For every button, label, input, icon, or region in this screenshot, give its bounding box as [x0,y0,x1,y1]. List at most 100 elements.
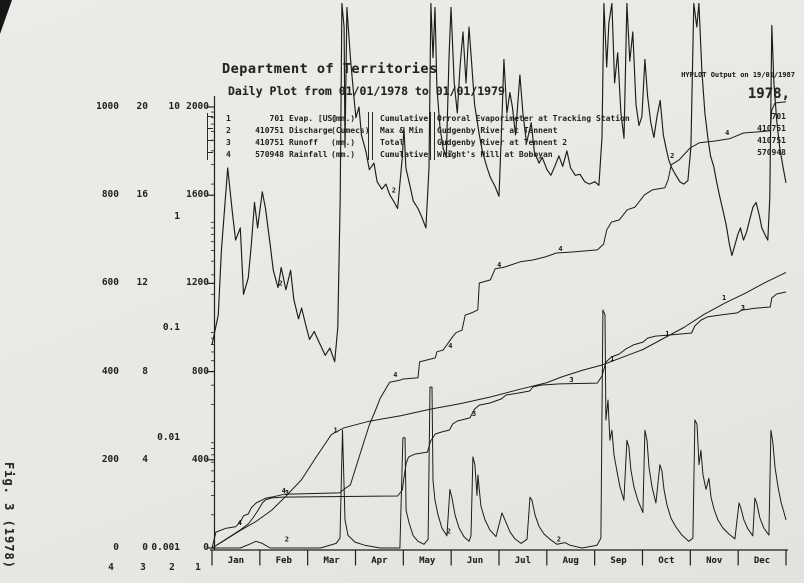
legend-station-id: 701 [269,114,284,123]
month-label: Jan [227,556,245,566]
y-tick-label: 0 [113,542,119,553]
legend-bracket [207,113,208,160]
y-tick-label: 1600 [186,189,209,200]
legend-unit: (mm.) [331,114,356,123]
curve-evap [211,271,787,549]
legend-statistic: Cumulative [380,150,429,159]
legend-bracket-tick [207,116,213,117]
legend: 1 701 Evap. [US] (mm.) Cumulative Orrora… [216,111,791,161]
legend-station-id: 410751 [255,126,284,135]
legend-station-id-right: 570948 [757,148,786,157]
output-note: HYPLOT Output on 19/01/1987 [681,71,795,79]
legend-station-numbers-right: 701 410751 410751 570948 [740,111,786,159]
y-tick-label: 1000 [96,101,119,112]
curve-number-marker: 4 [558,245,562,253]
curve-number-marker: 4 [448,342,452,350]
y-tick-label: 1 [174,211,180,222]
y-tick-label: 400 [191,454,209,465]
y-tick-label: 4 [142,454,148,465]
month-label: Jun [466,556,484,566]
legend-parameter: Evap. [US] [289,114,338,123]
legend-separator [368,112,369,160]
month-label: Jul [514,556,532,566]
curve-number-marker: 2 [670,152,674,160]
month-label: May [419,556,436,566]
curve-number-marker: 2 [448,149,452,157]
plot-subtitle: Daily Plot from 01/01/1978 to 01/01/1979 [228,84,505,98]
legend-curve-number: 1 [226,114,231,123]
curve-number-marker: 3 [569,376,573,384]
legend-statistic: Max & Min [380,126,424,135]
legend-parameter: Rainfall [289,150,328,159]
curve-number-marker: 2 [447,527,451,535]
y-tick-label: 8 [142,366,148,377]
legend-separator [430,112,431,160]
month-label: Aug [562,556,579,566]
axis-id-label: 2 [169,562,175,573]
curve-runoff [211,291,787,549]
legend-separator [433,112,435,160]
y-tick-label: 0 [203,542,209,553]
legend-row: 1 701 Evap. [US] (mm.) Cumulative Orrora… [216,113,791,125]
legend-site-name: Gudgenby River at Tennent 2 [437,138,568,147]
legend-separator [371,112,373,160]
month-label: Apr [371,556,388,566]
curve-number-marker: 4 [393,371,397,379]
y-tick-label: 10 [168,101,180,112]
y-tick-label: 0.01 [157,432,180,443]
legend-statistic: Total [380,138,405,147]
legend-station-id: 410751 [255,138,284,147]
y-tick-label: 600 [101,277,119,288]
month-label: Oct [658,556,675,566]
legend-parameter: Runoff [289,138,318,147]
legend-unit: (mm.) [331,138,356,147]
month-label: Nov [706,556,723,566]
page-title: Department of Territories [222,61,438,77]
legend-station-id-right: 410751 [757,124,786,133]
legend-unit: (mm.) [331,150,356,159]
y-tick-label: 0.1 [162,322,180,333]
legend-site-name: Wright's Hill at Boboyan [437,150,553,159]
legend-parameter: Discharge [289,126,333,135]
curve-number-marker: 1 [334,426,338,434]
legend-site-name: Gudgenby River at Tennent [437,126,558,135]
legend-unit: (Cumecs) [331,126,370,135]
legend-site-name: Orroral Evaporimeter at Tracking Station [437,114,630,123]
legend-statistic: Cumulative [380,114,429,123]
x-axis-months: Jan Feb Mar Apr May Jun Jul Aug Sep Oct … [212,556,786,566]
curve-number-marker: 3 [741,304,745,312]
y-tick-label: 0.001 [151,542,180,553]
curve-number-marker: 2 [285,535,289,543]
axis-id-label: 1 [195,562,201,573]
curve-number-marker: 2 [392,187,396,195]
curve-number-marker: 4 [725,129,729,137]
y-tick-label: 2000 [186,101,209,112]
y-tick-label: 400 [101,366,119,377]
legend-row: 4 570948 Rainfall (mm.) Cumulative Wrigh… [216,149,791,161]
y-tick-label: 800 [101,189,119,200]
curve-discharge-min [212,309,787,549]
curve-number-marker: 1 [722,294,726,302]
axis-id-label: 4 [108,562,114,573]
legend-curve-number: 4 [226,150,231,159]
curve-rainfall [211,101,787,549]
y-tick-label: 800 [191,366,209,377]
axis-id-label: 3 [140,562,146,573]
month-label: Dec [753,556,771,566]
curve-number-marker: 2 [279,280,283,288]
curve-number-marker: 1 [665,330,669,338]
legend-station-id-right: 410751 [757,136,786,145]
y-tick-label: 1200 [186,277,209,288]
curve-number-marker: 3 [472,410,476,418]
figure-caption: Fig. 3 (1978) [2,462,16,569]
month-label: Sep [610,556,627,566]
legend-row: 2 410751 Discharge (Cumecs) Max & Min Gu… [216,125,791,137]
curve-number-marker: 4 [282,487,286,495]
month-label: Mar [323,556,340,566]
y-tick-label: 200 [101,454,119,465]
curve-number-marker: 4 [497,261,501,269]
legend-bracket-tick [207,140,213,141]
legend-row: 3 410751 Runoff (mm.) Total Gudgenby Riv… [216,137,791,149]
